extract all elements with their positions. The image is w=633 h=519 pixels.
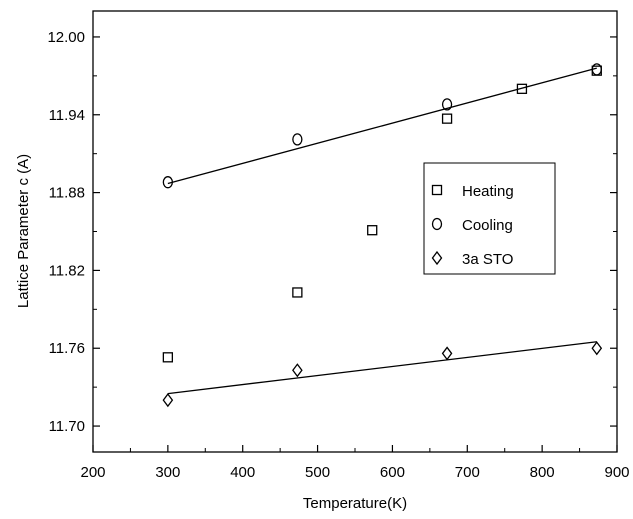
x-tick-label: 400 [230,464,255,481]
x-tick-label: 700 [455,464,480,481]
y-tick-label: 11.94 [49,107,85,124]
square-point [367,225,378,236]
square-point [292,287,303,298]
x-tick-label: 300 [155,464,180,481]
y-tick-label: 11.70 [49,418,85,435]
x-tick-label: 200 [80,464,105,481]
x-tick-label: 900 [604,464,629,481]
y-tick-label: 11.88 [49,185,85,202]
circle-point [292,133,303,146]
square-point [441,113,453,124]
fit-line [167,341,597,395]
x-tick-label: 800 [530,464,555,481]
axis-ticks: 200 300 400 500 600 700 800 900 11.70 11.76 11.82 1… [47,29,629,481]
y-tick-label: 11.82 [49,262,85,279]
circle-point [441,98,453,111]
diamond-point [591,341,603,356]
square-point [162,352,174,363]
circle-point [162,176,174,189]
legend-circle-marker [431,217,443,231]
y-tick-label: 12.00 [47,29,85,46]
legend-label: Cooling [462,217,513,234]
legend-diamond-marker [431,250,443,266]
fit-line [167,67,597,185]
legend-label: Heating [462,183,514,200]
square-point [516,83,528,94]
legend-label: 3a STO [462,251,513,268]
legend-square-marker [431,184,443,196]
diamond-point [292,363,303,378]
legend-box [423,162,556,275]
circle-point [591,63,602,76]
diamond-point [162,393,174,408]
data-marks [162,63,603,408]
x-axis-label: Temperature(K) [303,495,407,512]
diamond-point [441,346,453,361]
y-tick-label: 11.76 [49,340,85,357]
x-tick-label: 500 [305,464,330,481]
x-tick-label: 600 [380,464,405,481]
y-axis-label: Lattice Parameter c (A) [15,154,32,308]
legend: Heating Cooling 3a STO [423,162,556,275]
fit-lines [167,67,597,395]
